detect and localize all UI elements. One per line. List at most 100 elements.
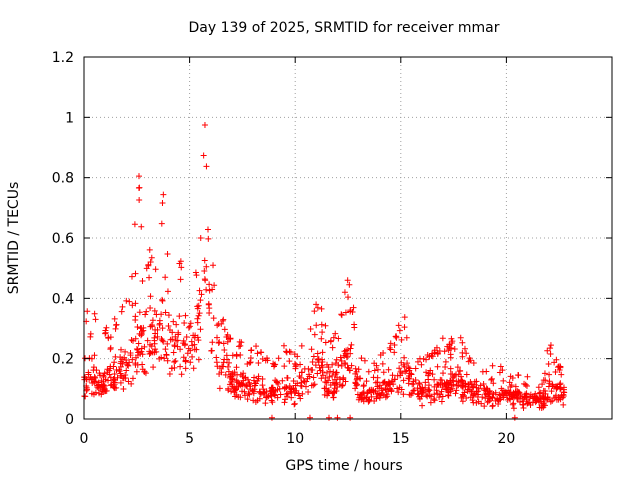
- data-point: [129, 302, 136, 309]
- data-point: [484, 386, 491, 393]
- data-point: [419, 390, 426, 397]
- data-point: [111, 376, 118, 383]
- data-point: [196, 310, 203, 317]
- data-point: [440, 370, 447, 377]
- data-point: [412, 365, 419, 372]
- data-point: [116, 368, 123, 375]
- data-point: [490, 380, 497, 387]
- data-point: [512, 383, 519, 390]
- data-point: [185, 324, 192, 331]
- data-point: [205, 235, 212, 242]
- data-point: [111, 315, 118, 322]
- data-point: [190, 365, 197, 372]
- data-point: [338, 311, 345, 318]
- data-point: [437, 391, 444, 398]
- data-point: [219, 317, 226, 324]
- data-point: [97, 372, 104, 379]
- data-point: [284, 390, 291, 397]
- data-point: [423, 356, 430, 363]
- data-point: [558, 371, 565, 378]
- data-point: [358, 391, 365, 398]
- data-point: [423, 392, 430, 399]
- data-point: [261, 389, 268, 396]
- data-point: [303, 378, 310, 385]
- data-point: [201, 257, 208, 264]
- data-point: [268, 397, 275, 404]
- data-point: [161, 355, 168, 362]
- data-point: [158, 335, 165, 342]
- data-point: [434, 390, 441, 397]
- data-point: [324, 388, 331, 395]
- x-tick-label: 20: [497, 431, 515, 447]
- data-point: [557, 385, 564, 392]
- data-point: [111, 359, 118, 366]
- data-point: [553, 356, 560, 363]
- data-point: [247, 359, 254, 366]
- data-point: [214, 322, 221, 329]
- data-point: [197, 234, 204, 241]
- data-point: [105, 377, 112, 384]
- data-point: [319, 359, 326, 365]
- data-point: [406, 375, 413, 382]
- data-point: [131, 221, 138, 228]
- data-point: [448, 345, 455, 352]
- data-point: [105, 334, 112, 341]
- data-point: [254, 377, 261, 384]
- data-point: [286, 348, 293, 355]
- data-point: [311, 331, 318, 338]
- data-point: [548, 388, 555, 395]
- data-point: [337, 354, 344, 361]
- data-point: [159, 200, 166, 207]
- data-point: [447, 386, 454, 393]
- data-point: [332, 330, 339, 337]
- data-point: [371, 360, 378, 367]
- data-point: [542, 388, 549, 395]
- data-point: [148, 321, 155, 328]
- data-point: [344, 364, 351, 371]
- data-point: [549, 381, 556, 388]
- data-point: [279, 377, 286, 384]
- data-point: [192, 269, 199, 276]
- data-point: [509, 375, 516, 382]
- data-point: [500, 377, 507, 384]
- data-point: [194, 305, 201, 312]
- data-point: [264, 393, 271, 400]
- data-point: [332, 360, 339, 367]
- data-point: [178, 264, 185, 271]
- data-point: [385, 366, 392, 373]
- data-point: [382, 386, 389, 393]
- data-point: [263, 355, 270, 362]
- data-point: [549, 397, 556, 404]
- data-point: [220, 340, 227, 347]
- data-point: [138, 345, 145, 352]
- data-point: [352, 385, 359, 392]
- data-point: [505, 387, 512, 394]
- data-point: [355, 366, 362, 373]
- data-point: [501, 392, 508, 399]
- data-point: [86, 355, 93, 362]
- data-point: [458, 373, 465, 380]
- data-point: [456, 368, 463, 375]
- data-point: [259, 356, 266, 363]
- data-point: [489, 403, 496, 410]
- data-point: [419, 384, 426, 391]
- data-point: [132, 316, 139, 323]
- data-point: [383, 391, 390, 398]
- data-point: [459, 398, 466, 405]
- data-point: [463, 371, 470, 378]
- data-point: [454, 364, 461, 371]
- data-point: [324, 361, 331, 368]
- data-point: [92, 378, 99, 385]
- data-point: [298, 379, 305, 386]
- data-point: [224, 338, 231, 345]
- data-point: [409, 390, 416, 397]
- data-point: [560, 391, 567, 398]
- data-point: [404, 360, 411, 367]
- data-point: [223, 352, 230, 359]
- data-point: [158, 220, 165, 227]
- data-point: [347, 308, 354, 315]
- data-point: [399, 370, 406, 377]
- data-point: [510, 405, 517, 412]
- data-point: [485, 398, 492, 405]
